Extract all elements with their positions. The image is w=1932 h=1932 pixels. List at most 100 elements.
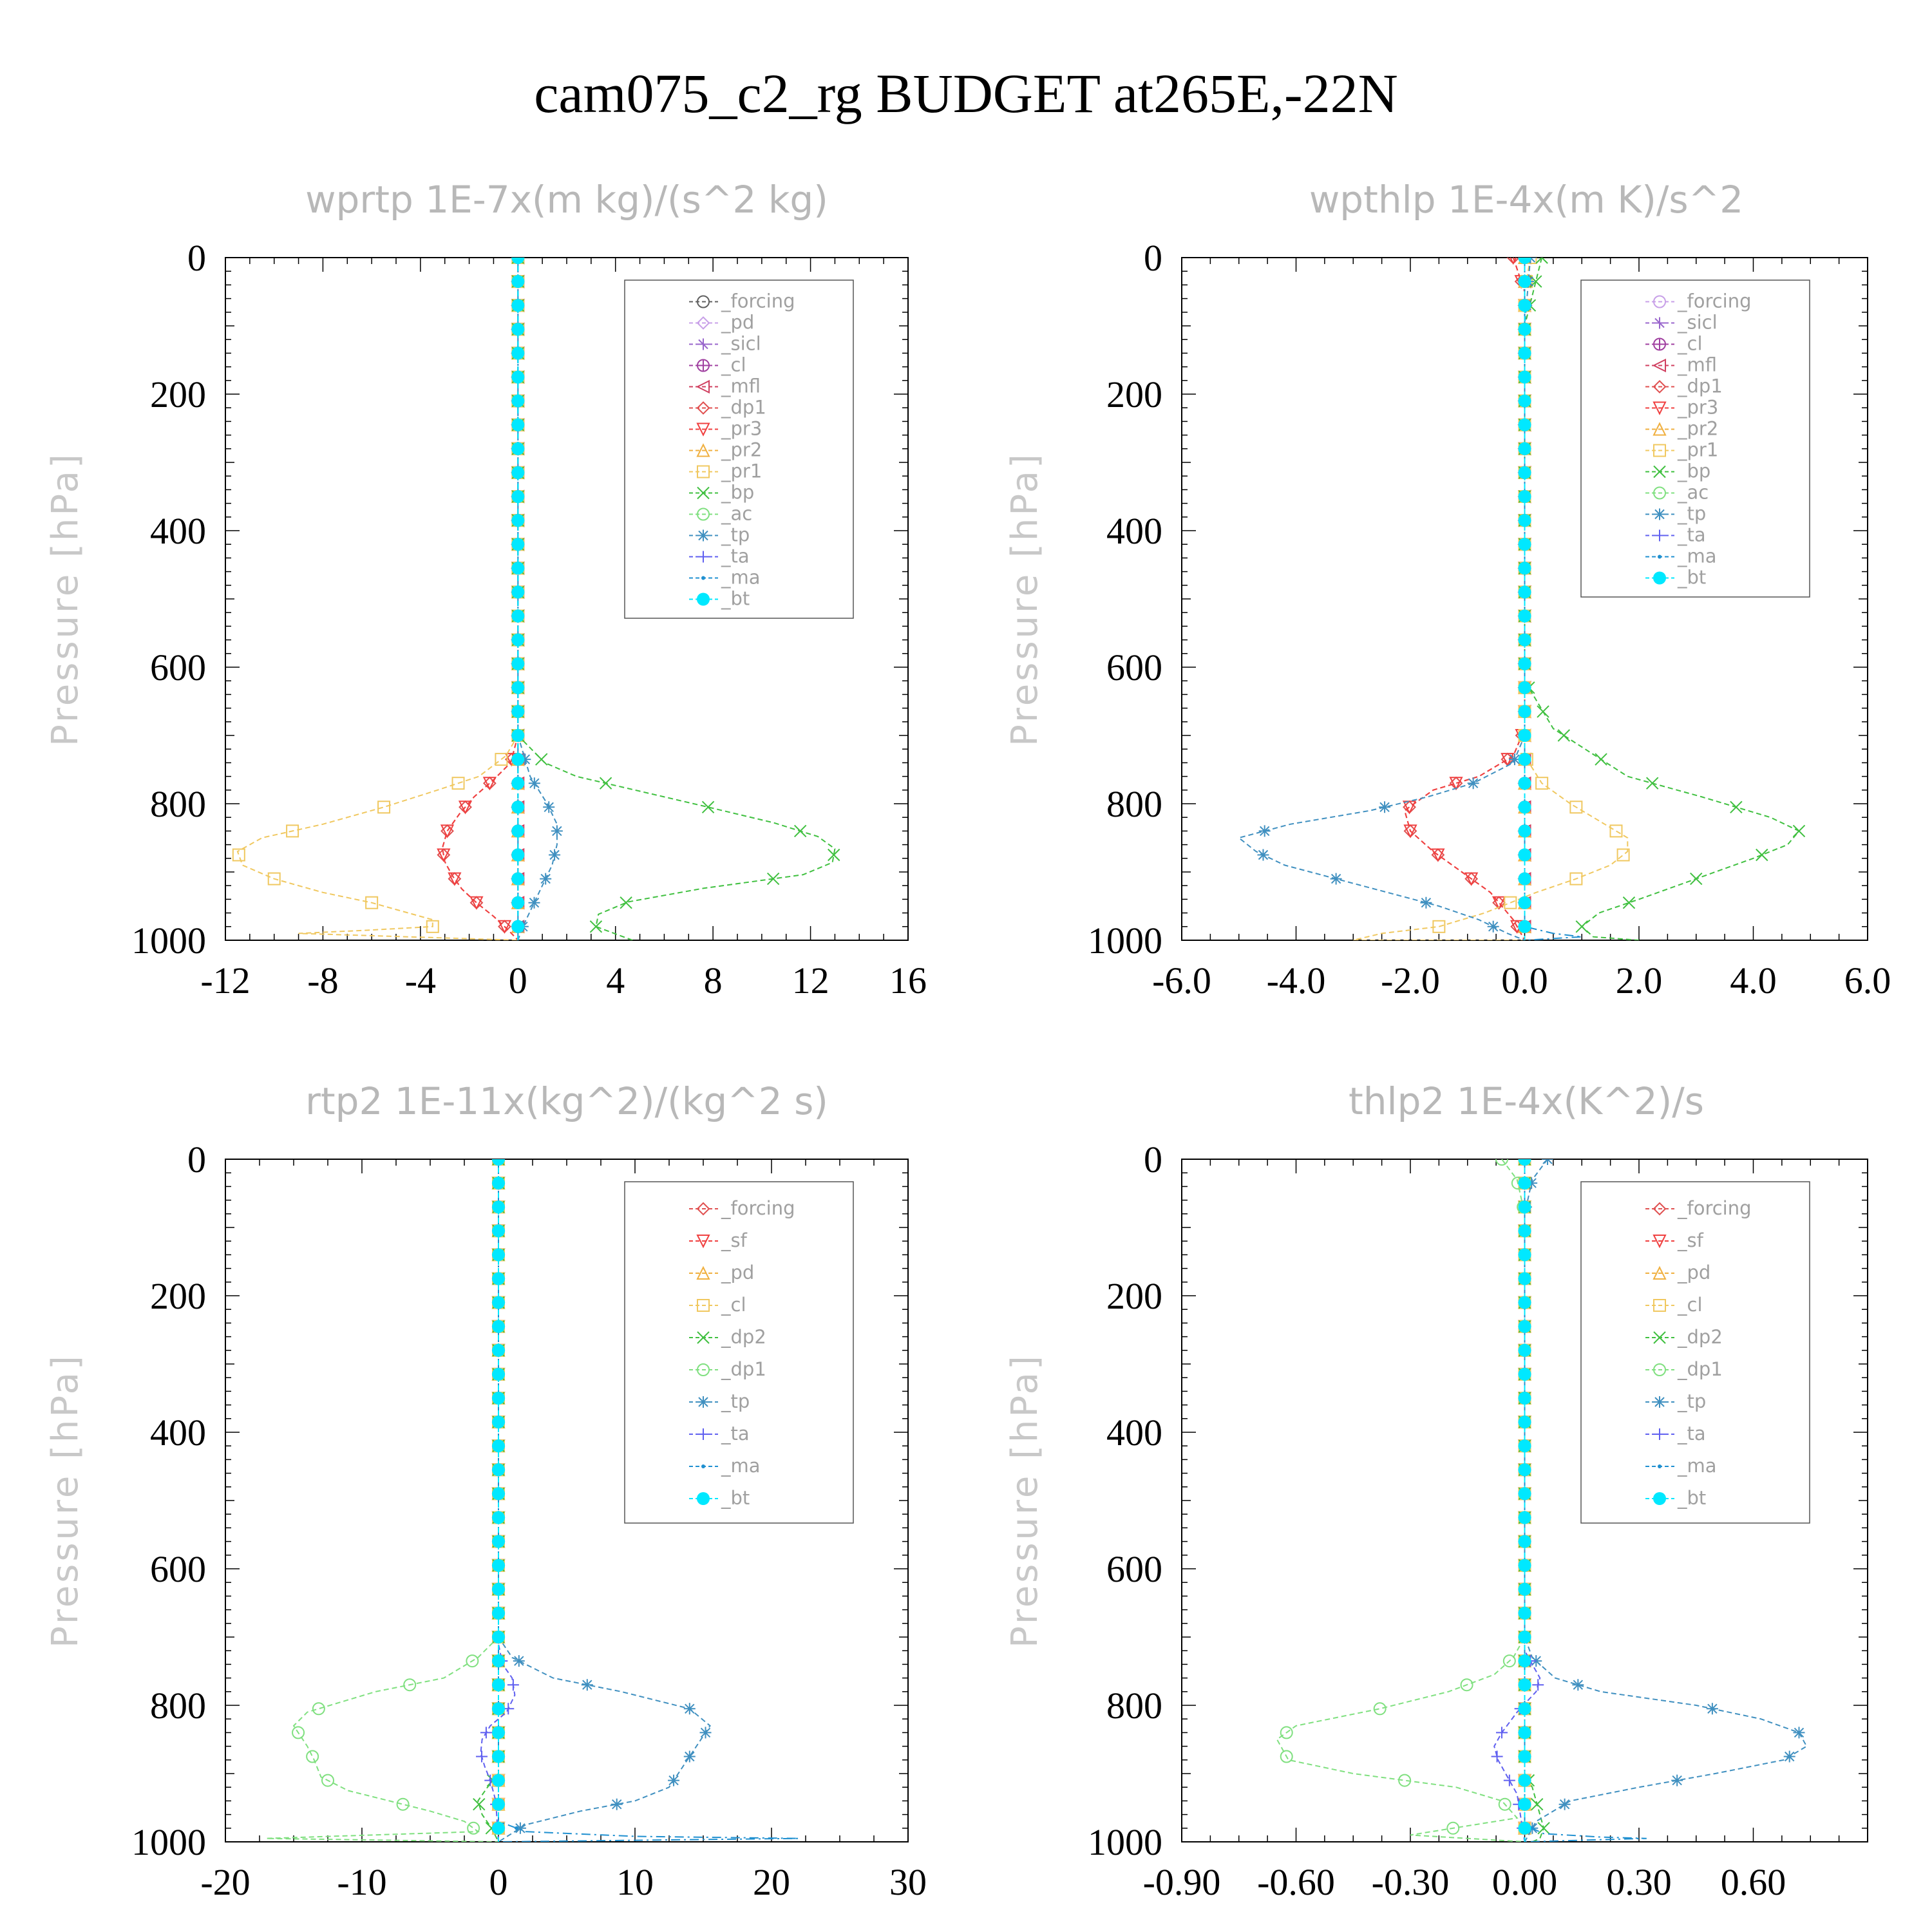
data-marker: [492, 1606, 505, 1620]
data-marker: [589, 920, 603, 933]
series-line: [266, 1159, 499, 1842]
data-marker: [511, 466, 525, 479]
legend-item: _pr1: [689, 460, 762, 482]
legend-label: _cl: [1677, 1294, 1703, 1316]
y-tick-label: 800: [1106, 783, 1162, 825]
y-axis-label: Pressure [hPa]: [1004, 451, 1046, 746]
data-marker: [1503, 1774, 1515, 1786]
series-line: [1524, 258, 1582, 940]
data-marker: [1518, 1582, 1531, 1596]
data-marker: [448, 872, 462, 886]
legend-item: _cl: [689, 1294, 746, 1316]
data-marker: [492, 1320, 505, 1333]
legend-label: _ma: [721, 567, 761, 589]
legend-item: _ma: [1645, 545, 1717, 567]
series-line: [1353, 258, 1629, 940]
data-marker: [1532, 1679, 1544, 1691]
panel-wprtp: wprtp 1E-7x(m kg)/(s^2 kg) Pressure [hPa]…: [44, 178, 927, 1001]
data-marker: [528, 777, 540, 790]
data-marker: [492, 1392, 505, 1405]
legend-label: _sf: [721, 1229, 748, 1251]
series-bt: [1518, 1159, 1531, 1842]
data-marker: [1518, 1702, 1531, 1716]
data-marker: [599, 777, 612, 790]
panel-title: wpthlp 1E-4x(m K)/s^2: [1309, 178, 1743, 222]
data-marker: [696, 316, 710, 330]
data-marker: [1518, 490, 1531, 503]
panel-title: thlp2 1E-4x(K^2)/s: [1349, 1079, 1704, 1123]
y-tick-label: 600: [1106, 647, 1162, 688]
data-marker: [232, 848, 245, 862]
data-marker: [1518, 1535, 1531, 1548]
y-tick-label: 0: [187, 1139, 206, 1180]
data-marker: [1653, 295, 1666, 308]
legend-label: _bt: [721, 588, 750, 610]
data-marker: [492, 1200, 505, 1214]
legend-label: _pd: [721, 1262, 754, 1283]
x-tick-label: 0: [509, 960, 527, 1001]
x-tick-label: 0.00: [1492, 1861, 1558, 1903]
data-marker: [1569, 800, 1583, 814]
legend-item: _bt: [689, 588, 750, 610]
data-marker: [511, 275, 525, 289]
legend-box: [1580, 279, 1810, 598]
data-marker: [1492, 896, 1506, 910]
series-line: [441, 258, 519, 940]
data-marker: [1431, 848, 1445, 862]
data-marker: [697, 1428, 709, 1440]
data-marker: [1518, 1439, 1531, 1453]
data-marker: [620, 896, 632, 909]
legend-label: _cl: [721, 354, 746, 376]
legend-item: _pr1: [1645, 439, 1718, 461]
legend-label: _ma: [1677, 545, 1717, 567]
data-marker: [697, 465, 710, 478]
data-marker: [1467, 777, 1479, 790]
data-marker: [1330, 873, 1342, 885]
data-marker: [492, 1702, 505, 1716]
data-marker: [492, 1248, 505, 1262]
data-marker: [1653, 444, 1666, 457]
legend-item: _ta: [1645, 1423, 1706, 1444]
series-bt: [492, 1159, 505, 1842]
legend-label: _tp: [1677, 1390, 1706, 1412]
data-marker: [1498, 1797, 1511, 1811]
data-marker: [701, 1464, 705, 1468]
data-marker: [1518, 896, 1531, 909]
data-marker: [697, 592, 710, 606]
data-marker: [1496, 1727, 1508, 1739]
x-tick-label: -4: [405, 960, 436, 1001]
data-marker: [1518, 1487, 1531, 1501]
data-marker: [1690, 872, 1703, 886]
series-line: [1403, 258, 1526, 940]
data-marker: [683, 1750, 696, 1763]
data-marker: [492, 1224, 505, 1238]
legend-item: _cl: [689, 354, 746, 376]
data-marker: [1569, 872, 1583, 886]
data-marker: [1518, 920, 1531, 933]
data-marker: [1526, 1177, 1538, 1189]
data-marker: [1653, 1235, 1667, 1249]
series-line: [1524, 1159, 1808, 1842]
data-marker: [1518, 1558, 1531, 1572]
data-marker: [1595, 753, 1607, 766]
data-marker: [467, 1821, 480, 1835]
data-marker: [377, 800, 391, 814]
legend-box: [624, 279, 854, 619]
data-marker: [511, 777, 525, 790]
data-marker: [286, 824, 299, 838]
y-tick-label: 400: [150, 510, 206, 552]
data-marker: [683, 1703, 696, 1715]
figure-title: cam075_c2_rg BUDGET at265E,-22N: [534, 62, 1398, 124]
data-marker: [1518, 1726, 1531, 1739]
data-marker: [492, 1774, 505, 1787]
data-marker: [1653, 1492, 1666, 1505]
series-line: [517, 258, 558, 940]
data-marker: [1518, 418, 1531, 431]
data-marker: [519, 753, 531, 766]
data-marker: [1518, 258, 1531, 264]
x-tick-label: 30: [889, 1861, 927, 1903]
data-marker: [466, 1654, 479, 1668]
series-dp1: [1276, 1159, 1531, 1842]
data-marker: [1792, 824, 1806, 838]
legend-item: _pr3: [689, 418, 762, 440]
